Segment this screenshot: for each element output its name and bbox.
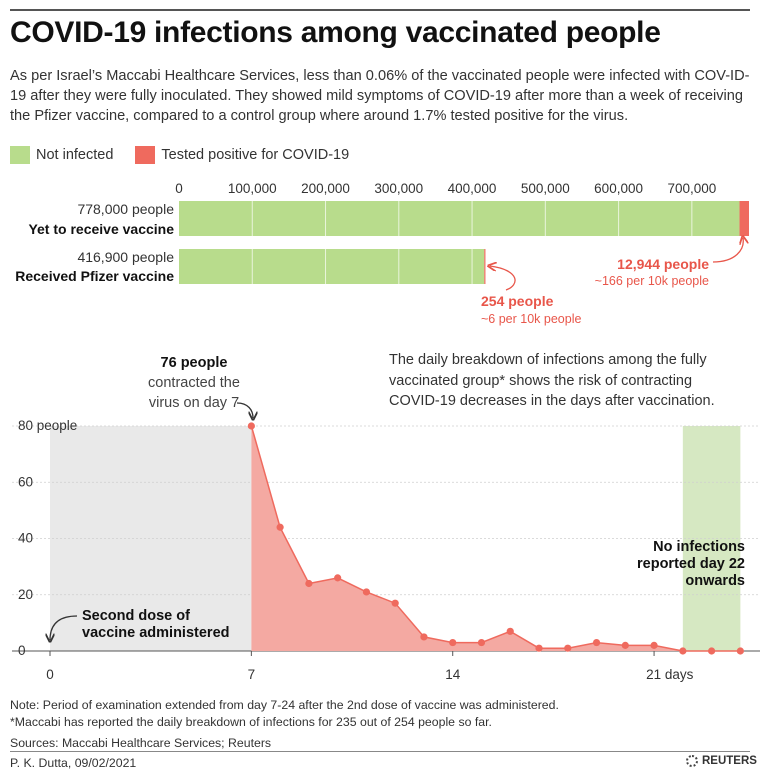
bar-x-tick-label: 700,000 (667, 181, 716, 196)
sources-text: Sources: Maccabi Healthcare Services; Re… (10, 736, 272, 750)
data-point-day-20 (621, 641, 629, 649)
notes: Note: Period of examination extended fro… (10, 697, 559, 752)
data-point-day-10 (334, 574, 342, 582)
annotation-254-sub: ~6 per 10k people (481, 312, 581, 326)
reuters-logo: REUTERS (686, 755, 757, 767)
data-point-day-11 (362, 588, 371, 596)
data-point-day-9 (305, 579, 313, 588)
data-point-day-18 (564, 644, 572, 652)
bar-chart: 0 100,000 200,000 300,000 400,000 500,000 600,… (15, 181, 749, 326)
data-point-day-8 (276, 523, 284, 531)
area-y-tick-label: 0 (18, 643, 26, 658)
bottom-rule (10, 751, 750, 752)
bar-label-group-2: Received Pfizer vaccine (15, 268, 174, 284)
reuters-logo-icon (686, 755, 698, 767)
data-point-day-23 (708, 647, 716, 655)
bar-x-tick-label: 500,000 (521, 181, 570, 196)
bar-x-tick-label: 300,000 (374, 181, 423, 196)
data-point-day-12 (391, 599, 399, 607)
bar-label-count-1: 778,000 people (77, 201, 174, 217)
data-point-day-15 (477, 638, 486, 647)
data-point-day-13 (420, 633, 428, 641)
legend-item-positive: Tested positive for COVID-19 (135, 146, 349, 164)
legend-item-not-infected: Not infected (10, 146, 113, 164)
data-point-day-24 (736, 647, 744, 655)
top-rule (10, 9, 750, 11)
area-x-tick-label: 7 (248, 667, 256, 682)
data-point-day-19 (592, 638, 601, 647)
data-point-day-14 (449, 638, 457, 647)
area-x-tick-label: 14 (445, 667, 461, 682)
bar-label-count-2: 416,900 people (77, 249, 174, 265)
chart-title: COVID-19 infections among vaccinated peo… (10, 16, 661, 49)
peak-annotation-line1: contracted the (148, 375, 240, 391)
bar-x-tick-label: 200,000 (301, 181, 350, 196)
annotation-12944-title: 12,944 people (617, 256, 709, 272)
peak-annotation-line2: virus on day 7 (149, 395, 239, 411)
no-infection-label-1: No infections (653, 539, 745, 555)
bar-not-infected-2 (179, 249, 485, 284)
bar-x-axis: 0 100,000 200,000 300,000 400,000 500,000 600,… (175, 181, 716, 196)
annotation-arrow-254 (490, 266, 516, 291)
reuters-brand: REUTERS (702, 755, 757, 767)
annotation-12944-sub: ~166 per 10k people (595, 274, 709, 288)
description-line-3: COVID-19 decreases in the days after vac… (389, 393, 715, 409)
bar-series (179, 201, 749, 284)
annotation-arrow-12944 (712, 238, 743, 263)
data-point-day-16 (506, 627, 514, 635)
note-text: Note: Period of examination extended fro… (10, 698, 559, 712)
legend: Not infected Tested positive for COVID-1… (10, 146, 371, 164)
chart-subtitle: As per Israel’s Maccabi Healthcare Servi… (10, 68, 750, 124)
bar-not-infected-1 (179, 201, 740, 236)
description-line-2: vaccinated group* shows the risk of cont… (389, 373, 692, 389)
legend-label-not-infected: Not infected (36, 147, 114, 163)
no-infection-label-3: onwards (685, 573, 745, 589)
second-dose-label-1: Second dose of (82, 608, 190, 624)
area-x-axis: 0 7 14 21 days (46, 651, 694, 682)
bar-positive-1 (739, 201, 749, 236)
peak-annotation-bold: 76 people (161, 355, 228, 371)
area-points (247, 422, 744, 655)
second-dose-arrow (50, 615, 78, 640)
bar-positive-2 (484, 249, 486, 284)
data-point-day-7 (247, 422, 255, 430)
area-y-tick-label: 60 (18, 474, 33, 489)
area-line (250, 425, 741, 652)
area-x-tick-label: 21 days (646, 667, 694, 682)
bar-x-tick-label: 0 (175, 181, 183, 196)
area-chart: 0 20 40 60 80 people 0 7 14 21 days 76 people c… (12, 352, 760, 682)
legend-swatch-not-infected (10, 146, 30, 164)
legend-swatch-positive (135, 146, 156, 164)
no-infection-label-2: reported day 22 (637, 556, 745, 572)
bar-label-group-1: Yet to receive vaccine (28, 221, 174, 237)
annotation-254-title: 254 people (481, 293, 554, 309)
credit: P. K. Dutta, 09/02/2021 (10, 756, 137, 770)
data-point-day-21 (650, 641, 658, 649)
area-x-tick-label: 0 (46, 667, 54, 682)
second-dose-label-2: vaccine administered (82, 625, 230, 641)
description-line-1: The daily breakdown of infections among … (389, 352, 707, 368)
area-y-tick-label: 40 (18, 531, 33, 546)
legend-label-positive: Tested positive for COVID-19 (161, 147, 350, 163)
data-point-day-22 (679, 647, 687, 655)
bar-x-tick-label: 400,000 (448, 181, 497, 196)
data-point-day-17 (535, 644, 543, 652)
bar-gridlines (251, 201, 693, 284)
peak-annotation-arrow (236, 402, 253, 418)
bar-x-tick-label: 600,000 (594, 181, 643, 196)
area-y-tick-label: 20 (18, 587, 33, 602)
footnote-text: *Maccabi has reported the daily breakdow… (10, 715, 492, 729)
bar-x-tick-label: 100,000 (228, 181, 277, 196)
area-y-tick-label: 80 people (18, 418, 77, 433)
